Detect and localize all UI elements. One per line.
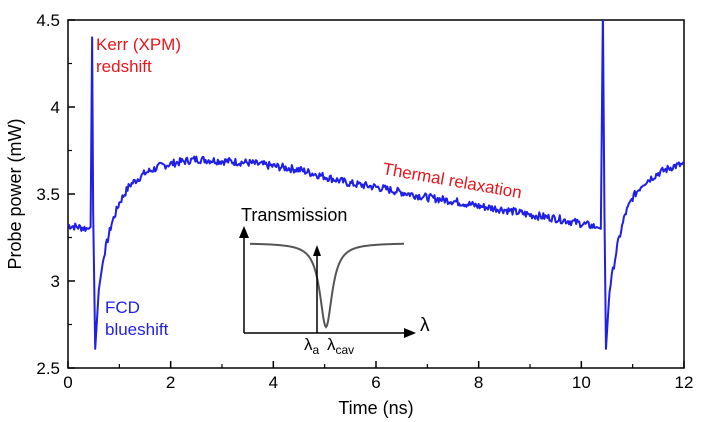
- inset-lambda-a-sub: a: [313, 343, 320, 357]
- inset-lambda-cav-sub: cav: [336, 343, 355, 357]
- y-tick-label: 3: [51, 272, 60, 291]
- inset-x-axis-arrowhead: [404, 328, 416, 338]
- inset-lambda-a-label: λa: [304, 335, 320, 357]
- y-tick-label: 4: [51, 98, 60, 117]
- annotation-kerr-xpm: Kerr (XPM): [96, 35, 181, 54]
- inset-title: Transmission: [241, 205, 347, 225]
- x-tick-label: 2: [166, 373, 175, 392]
- x-tick-label: 0: [63, 373, 72, 392]
- inset-x-axis-symbol: λ: [420, 315, 430, 336]
- y-tick-label: 3.5: [36, 185, 60, 204]
- annotation-fcd: FCD: [105, 298, 140, 317]
- y-axis-ticks: 2.5 3 3.5 4 4.5: [36, 11, 75, 378]
- x-axis-ticks: 0 2 4 6 8 10 12: [63, 361, 693, 392]
- x-tick-label: 6: [371, 373, 380, 392]
- inset-transmission-curve: [249, 242, 405, 329]
- inset-lambda-cav-label: λcav: [327, 335, 354, 357]
- x-tick-label: 10: [572, 373, 591, 392]
- annotation-redshift: redshift: [96, 57, 152, 76]
- y-axis-title: Probe power (mW): [5, 118, 25, 269]
- x-tick-label: 8: [474, 373, 483, 392]
- y-tick-label: 4.5: [36, 11, 60, 30]
- x-tick-label: 4: [269, 373, 278, 392]
- inset-y-axis-arrowhead: [239, 226, 249, 238]
- inset-lambda-cav-base: λ: [327, 335, 336, 354]
- annotation-blueshift: blueshift: [105, 320, 169, 339]
- inset-lambda-a-marker-arrowhead: [313, 245, 321, 256]
- inset-lambda-a-base: λ: [304, 335, 313, 354]
- probe-power-series-line: [68, 20, 684, 350]
- x-tick-label: 12: [675, 373, 694, 392]
- plot-frame: [67, 19, 685, 369]
- transmission-inset: Transmission λ λa λcav: [239, 205, 430, 357]
- y-tick-label: 2.5: [36, 359, 60, 378]
- x-axis-title: Time (ns): [338, 398, 413, 418]
